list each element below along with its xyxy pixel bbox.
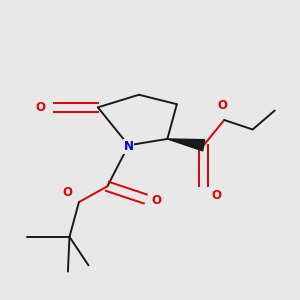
Text: O: O — [218, 99, 228, 112]
Text: O: O — [152, 194, 162, 207]
Text: O: O — [63, 186, 73, 199]
Text: O: O — [36, 101, 46, 114]
Polygon shape — [167, 139, 205, 151]
Text: N: N — [124, 140, 134, 153]
Text: O: O — [212, 190, 222, 202]
